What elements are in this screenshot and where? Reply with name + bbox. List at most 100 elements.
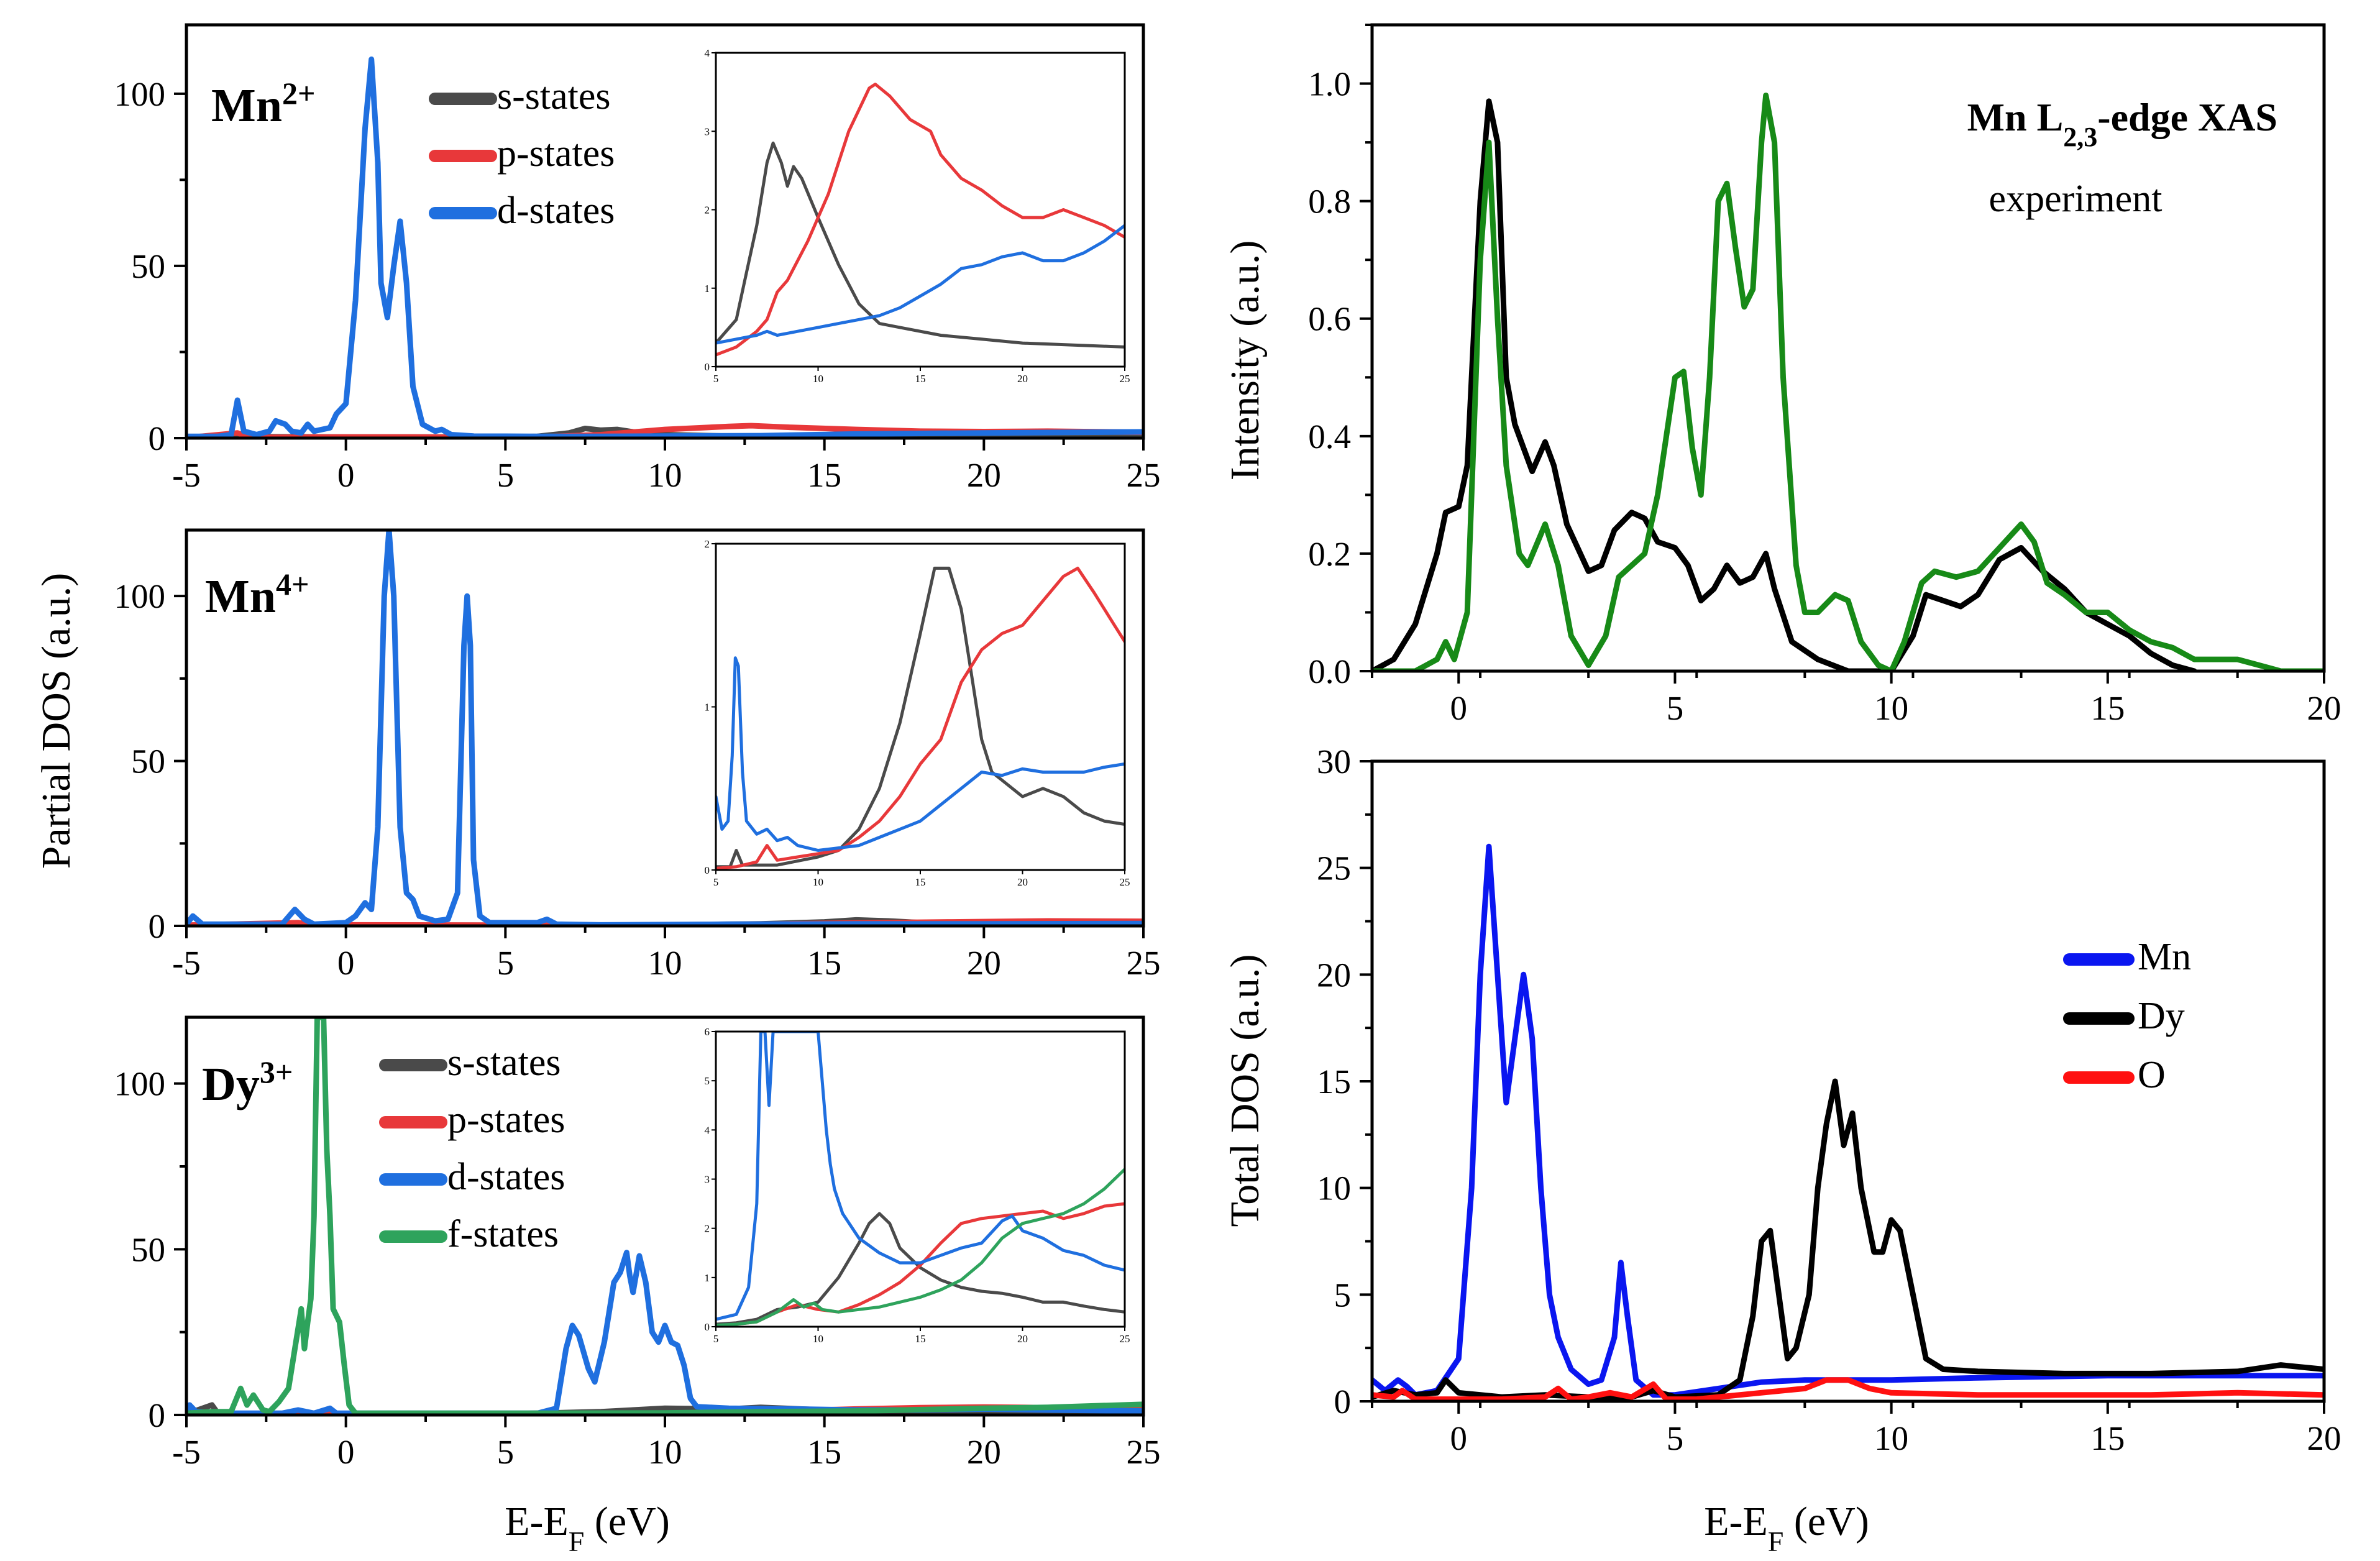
inset-x-tick-label: 5 [713,373,719,385]
mn4-ion-label: Mn4+ [205,567,309,623]
legend-label-d-states: d-states [447,1156,565,1198]
x-tick-label: 0 [1450,1419,1468,1457]
inset-y-tick-label: 2 [705,1223,710,1235]
inset-x-tick-label: 10 [813,373,823,385]
mn4-inset-p-line [716,566,1125,870]
x-tick-label: 15 [807,944,841,982]
dy3-inset-bg [716,1032,1125,1327]
legend-label-Mn: Mn [2138,936,2191,978]
left-xlabel: E-EF (eV) [505,1499,670,1557]
xas-frame [1370,23,2326,673]
x-tick-label: -5 [172,1433,201,1471]
legend-label-d-states: d-states [497,190,615,232]
inset-y-tick-label: 0 [705,1321,710,1333]
tdos-frame [1370,759,2326,1403]
mn2-inset-p-line [716,83,1125,357]
panel-xas: 0 5 10 15 20 0.0 0.2 0.4 0.6 0.8 1.0 Mn L2,3-edge X… [1308,23,2341,727]
tdos-dy-line [1372,1078,2324,1400]
x-tick-label: 0 [1450,689,1468,727]
x-tick-label: -5 [172,944,201,982]
y-tick-label: 0.2 [1308,535,1351,573]
mn4-inset-bg [716,544,1125,870]
panel-tdos: 0 5 10 15 20 0 5 10 15 20 25 30 Mn Dy O [1317,743,2341,1457]
xas-title: Mn L2,3-edge XAS [1967,95,2277,152]
inset-y-tick-label: 0 [705,864,710,876]
inset-x-tick-label: 25 [1120,373,1130,385]
x-tick-label: 20 [2307,1419,2341,1457]
x-tick-label: 10 [648,456,682,494]
inset-x-tick-label: 5 [713,876,719,888]
x-tick-label: 25 [1127,456,1161,494]
x-tick-label: 5 [497,944,515,982]
dy3-inset-d-line [716,1032,1125,1321]
inset-y-tick-label: 4 [705,1124,710,1136]
x-tick-label: 10 [648,1433,682,1471]
y-tick-label: 100 [114,1065,166,1103]
inset-x-tick-label: 15 [915,876,926,888]
x-tick-label: 10 [1874,1419,1908,1457]
inset-y-tick-label: 2 [705,538,710,550]
x-tick-label: 0 [337,1433,355,1471]
legend-label-s-states: s-states [497,75,611,117]
x-tick-label: 5 [1667,689,1684,727]
y-tick-label: 0 [149,1396,166,1434]
tdos-mn-line [1372,843,2324,1398]
xas-xas_black-line [1372,98,2197,671]
x-tick-label: 20 [967,944,1001,982]
inset-y-tick-label: 3 [705,126,710,137]
inset-y-tick-label: 1 [705,283,710,295]
inset-y-tick-label: 0 [705,361,710,373]
legend-label-s-states: s-states [447,1041,561,1084]
xas-subtitle: experiment [1989,178,2163,220]
dy3-f-states-line [186,1017,1143,1415]
y-tick-label: 50 [131,743,165,780]
inset-x-tick-label: 10 [813,876,823,888]
dy3-ion-label: Dy3+ [202,1055,293,1110]
inset-y-tick-label: 1 [705,1272,710,1284]
inset-x-tick-label: 20 [1017,373,1028,385]
legend-label-Dy: Dy [2138,995,2185,1037]
inset-x-tick-label: 25 [1120,1333,1130,1345]
y-tick-label: 1.0 [1308,65,1351,103]
mn2-inset-d-line [716,224,1125,345]
x-tick-label: 20 [967,1433,1001,1471]
mn4-inset-d-line [716,656,1125,852]
inset-x-tick-label: 15 [915,1333,926,1345]
x-tick-label: 5 [497,456,515,494]
x-tick-label: 20 [2307,689,2341,727]
y-tick-label: 0.8 [1308,183,1351,221]
x-tick-label: 15 [2090,1419,2125,1457]
inset-x-tick-label: 20 [1017,1333,1028,1345]
inset-y-tick-label: 1 [705,702,710,713]
inset-x-tick-label: 20 [1017,876,1028,888]
left-ylabel: Partial DOS (a.u.) [34,573,79,869]
mn2-d-states-line [186,56,1143,438]
xas-xas_green-line [1372,93,2324,671]
x-tick-label: 20 [967,456,1001,494]
x-tick-label: -5 [172,456,201,494]
inset-y-tick-label: 6 [705,1026,710,1038]
y-tick-label: 30 [1317,743,1351,780]
mn2-inset-bg [716,53,1125,367]
y-tick-label: 20 [1317,956,1351,994]
tdos-o-line [1372,1377,2324,1401]
x-tick-label: 5 [1667,1419,1684,1457]
y-tick-label: 50 [131,247,165,285]
x-tick-label: 25 [1127,1433,1161,1471]
x-tick-label: 10 [648,944,682,982]
inset-x-tick-label: 5 [713,1333,719,1345]
y-tick-label: 0.4 [1308,418,1351,455]
x-tick-label: 15 [807,1433,841,1471]
y-tick-label: 100 [114,577,166,615]
inset-x-tick-label: 15 [915,373,926,385]
y-tick-label: 0.0 [1308,652,1351,690]
legend-label-p-states: p-states [497,132,615,175]
xas-ylabel: Intensity (a.u.) [1222,240,1268,481]
y-tick-label: 50 [131,1230,165,1268]
x-tick-label: 0 [337,944,355,982]
y-tick-label: 25 [1317,849,1351,887]
x-tick-label: 25 [1127,944,1161,982]
